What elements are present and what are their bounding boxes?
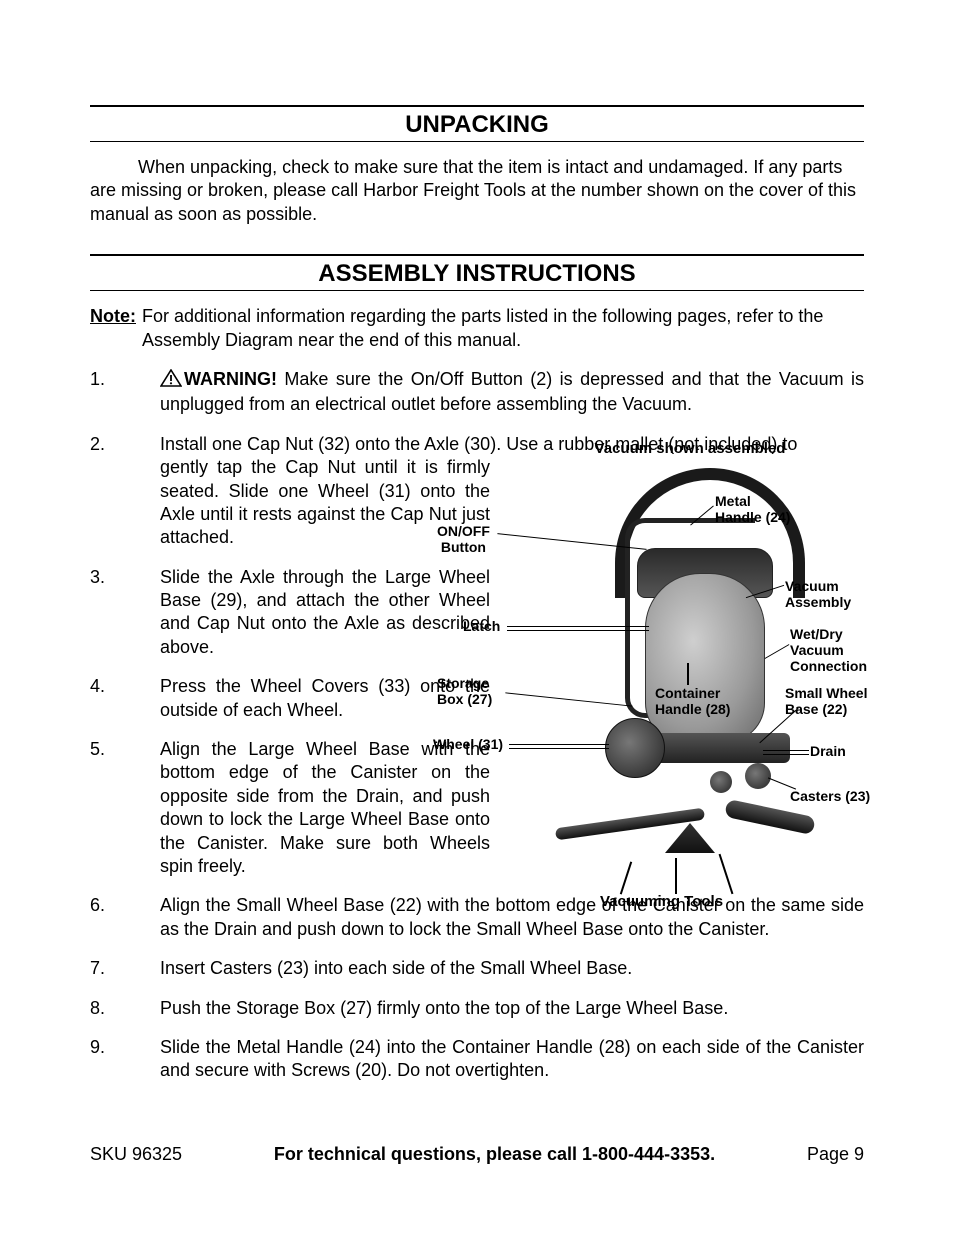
label-vacuuming-tools: Vacuuming Tools	[600, 893, 723, 910]
label-small-base: Small Wheel Base (22)	[785, 685, 867, 717]
step-9: Slide the Metal Handle (24) into the Con…	[90, 1036, 864, 1083]
label-onoff: ON/OFF Button	[437, 523, 490, 555]
footer-support: For technical questions, please call 1-8…	[274, 1144, 715, 1165]
vacuum-body-shape	[645, 573, 765, 743]
diagram-illustration: ON/OFF Button Latch Storage Box (27) Whe…	[515, 463, 865, 913]
label-vacuum-assembly: Vacuum Assembly	[785, 578, 851, 610]
diagram-caption: Vacuum shown assembled	[515, 440, 865, 457]
leader-line	[765, 644, 790, 659]
step-7: Insert Casters (23) into each side of th…	[90, 957, 864, 980]
label-container-handle: Container Handle (28)	[655, 685, 730, 717]
assembly-diagram: Vacuum shown assembled ON/OFF Button Lat…	[515, 440, 865, 915]
leader-line	[509, 748, 609, 749]
leader-line	[763, 750, 809, 751]
label-latch: Latch	[463, 618, 500, 634]
vacuum-tool-shape	[665, 823, 715, 853]
label-metal-handle: Metal Handle (24)	[715, 493, 790, 525]
leader-line	[620, 862, 632, 895]
leader-line	[687, 663, 689, 685]
vacuum-tool-shape	[724, 799, 816, 835]
step-1: WARNING! Make sure the On/Off Button (2)…	[90, 368, 864, 417]
leader-line	[763, 754, 809, 755]
leader-line	[768, 777, 796, 789]
page-footer: SKU 96325 For technical questions, pleas…	[90, 1144, 864, 1165]
unpacking-paragraph: When unpacking, check to make sure that …	[90, 156, 864, 226]
vacuum-wheel-shape	[605, 718, 665, 778]
step-8: Push the Storage Box (27) firmly onto th…	[90, 997, 864, 1020]
step-3-text: Slide the Axle through the Large Wheel B…	[160, 566, 490, 660]
label-drain: Drain	[810, 743, 846, 759]
footer-page: Page 9	[807, 1144, 864, 1165]
vacuum-caster-shape	[745, 763, 771, 789]
label-storage: Storage Box (27)	[437, 675, 492, 707]
leader-line	[509, 744, 609, 745]
label-wetdry: Wet/Dry Vacuum Connection	[790, 626, 867, 674]
vacuum-caster-shape	[710, 771, 732, 793]
label-casters: Casters (23)	[790, 788, 870, 804]
warning-icon	[160, 369, 182, 393]
step-5-text: Align the Large Wheel Base with the bott…	[160, 738, 490, 878]
warning-word: WARNING!	[184, 369, 277, 389]
leader-line	[719, 854, 734, 895]
leader-line	[505, 692, 632, 706]
leader-line	[507, 630, 649, 631]
leader-line	[675, 858, 677, 894]
note-text: For additional information regarding the…	[142, 305, 864, 352]
note-line: Note: For additional information regardi…	[90, 305, 864, 352]
footer-sku: SKU 96325	[90, 1144, 182, 1165]
leader-line	[507, 626, 649, 627]
note-label: Note:	[90, 305, 136, 352]
label-wheel: Wheel (31)	[433, 736, 503, 752]
section-title-unpacking: UNPACKING	[90, 105, 864, 142]
section-title-assembly: ASSEMBLY INSTRUCTIONS	[90, 254, 864, 291]
